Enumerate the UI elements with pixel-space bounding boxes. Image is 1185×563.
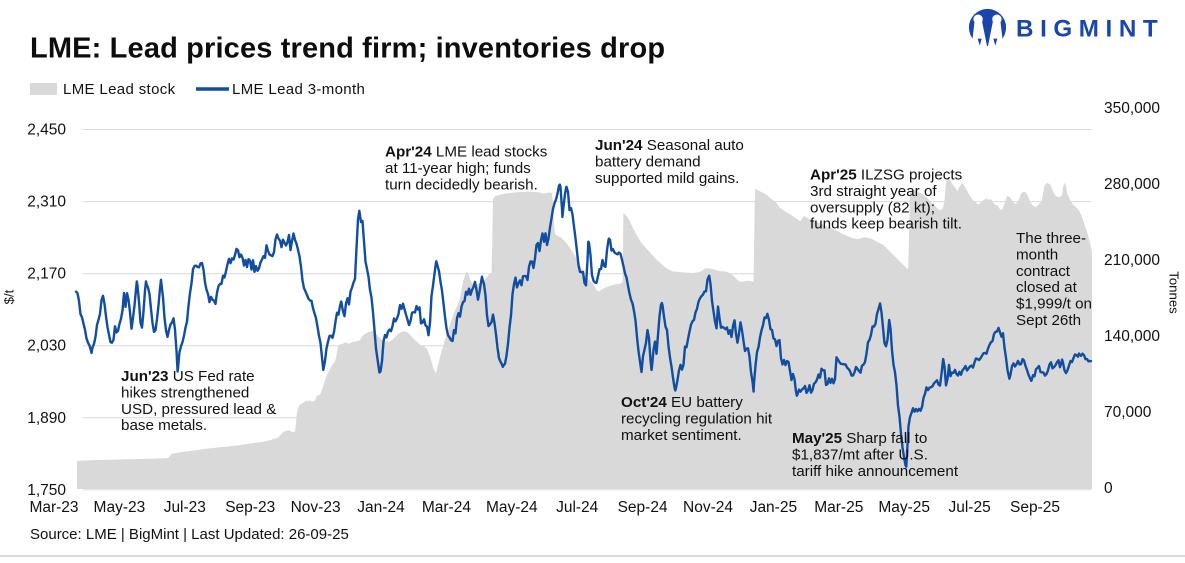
svg-text:battery demand: battery demand <box>595 153 701 170</box>
svg-text:tariff hike announcement: tariff hike announcement <box>792 463 959 480</box>
svg-text:0: 0 <box>1104 480 1113 497</box>
svg-text:LME Lead stock: LME Lead stock <box>63 81 176 98</box>
svg-text:Oct'24 EU battery: Oct'24 EU battery <box>621 394 743 411</box>
svg-text:Sep-24: Sep-24 <box>618 499 668 516</box>
svg-text:contract: contract <box>1016 263 1071 280</box>
svg-text:recycling regulation hit: recycling regulation hit <box>621 410 773 427</box>
svg-text:3rd straight year of: 3rd straight year of <box>810 183 937 200</box>
svg-text:Jul-25: Jul-25 <box>948 499 990 516</box>
svg-text:Apr'24 LME lead stocks: Apr'24 LME lead stocks <box>385 144 548 161</box>
svg-text:2,310: 2,310 <box>27 194 66 211</box>
svg-text:oversupply (82 kt);: oversupply (82 kt); <box>810 199 935 216</box>
svg-text:Jul-24: Jul-24 <box>556 499 599 516</box>
svg-text:Jan-25: Jan-25 <box>750 499 797 516</box>
svg-text:May'25 Sharp fall to: May'25 Sharp fall to <box>792 430 927 447</box>
svg-text:Nov-24: Nov-24 <box>683 499 733 516</box>
svg-text:at 11-year high; funds: at 11-year high; funds <box>385 160 531 177</box>
svg-text:$1,999/t on: $1,999/t on <box>1016 296 1092 313</box>
svg-text:BIGMINT: BIGMINT <box>1016 15 1164 42</box>
svg-text:Apr'25 ILZSG projects: Apr'25 ILZSG projects <box>810 167 963 184</box>
svg-text:210,000: 210,000 <box>1104 252 1160 269</box>
svg-text:Sep-25: Sep-25 <box>1010 499 1060 516</box>
svg-text:Jun'23 US Fed rate: Jun'23 US Fed rate <box>121 368 255 385</box>
svg-text:280,000: 280,000 <box>1104 176 1160 193</box>
svg-text:350,000: 350,000 <box>1104 100 1160 117</box>
svg-text:Sept 26th: Sept 26th <box>1016 312 1081 329</box>
svg-text:2,030: 2,030 <box>27 338 66 355</box>
svg-text:Jun'24 Seasonal auto: Jun'24 Seasonal auto <box>595 137 744 154</box>
svg-text:LME Lead 3-month: LME Lead 3-month <box>232 81 365 98</box>
svg-text:The three-: The three- <box>1016 230 1086 247</box>
svg-text:70,000: 70,000 <box>1104 404 1152 421</box>
svg-text:hikes strengthened: hikes strengthened <box>121 384 249 401</box>
svg-text:May-24: May-24 <box>486 499 538 516</box>
svg-text:2,170: 2,170 <box>27 266 66 283</box>
svg-text:market sentiment.: market sentiment. <box>621 427 742 444</box>
svg-text:closed at: closed at <box>1016 279 1078 296</box>
svg-text:Sep-23: Sep-23 <box>225 499 275 516</box>
svg-text:May-25: May-25 <box>878 499 930 516</box>
svg-text:Mar-24: Mar-24 <box>422 499 471 516</box>
svg-text:turn decidedly bearish.: turn decidedly bearish. <box>385 176 538 193</box>
svg-text:$/t: $/t <box>2 289 17 304</box>
svg-text:Tonnes: Tonnes <box>1167 271 1182 314</box>
svg-text:Mar-25: Mar-25 <box>814 499 863 516</box>
svg-text:month: month <box>1016 246 1058 263</box>
svg-text:Source: LME | BigMint | Last U: Source: LME | BigMint | Last Updated: 26… <box>30 526 349 543</box>
svg-text:funds keep bearish tilt.: funds keep bearish tilt. <box>810 216 962 233</box>
svg-text:Jul-23: Jul-23 <box>164 499 206 516</box>
svg-text:supported mild gains.: supported mild gains. <box>595 170 739 187</box>
svg-text:Jan-24: Jan-24 <box>357 499 405 516</box>
svg-text:Mar-23: Mar-23 <box>29 499 78 516</box>
svg-text:Nov-23: Nov-23 <box>291 499 341 516</box>
svg-text:base metals.: base metals. <box>121 417 207 434</box>
svg-text:LME: Lead prices trend firm; i: LME: Lead prices trend firm; inventories… <box>30 33 665 65</box>
svg-text:1,890: 1,890 <box>27 410 66 427</box>
svg-text:May-23: May-23 <box>94 499 146 516</box>
svg-text:USD, pressured lead &: USD, pressured lead & <box>121 401 276 418</box>
svg-text:$1,837/mt after U.S.: $1,837/mt after U.S. <box>792 446 928 463</box>
svg-text:2,450: 2,450 <box>27 122 66 139</box>
svg-text:140,000: 140,000 <box>1104 328 1160 345</box>
svg-text:1,750: 1,750 <box>27 482 66 499</box>
